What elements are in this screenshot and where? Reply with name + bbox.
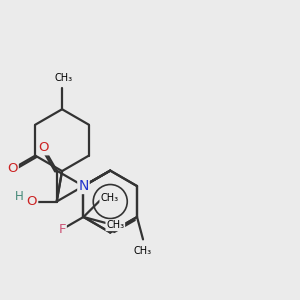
Text: CH₃: CH₃	[55, 73, 73, 83]
Text: O: O	[27, 195, 37, 208]
Text: CH₃: CH₃	[100, 193, 118, 203]
Text: O: O	[38, 141, 49, 154]
Text: O: O	[7, 162, 18, 175]
Text: CH₃: CH₃	[134, 246, 152, 256]
Text: H: H	[15, 190, 24, 203]
Text: CH₃: CH₃	[106, 220, 124, 230]
Text: F: F	[58, 223, 66, 236]
Text: N: N	[78, 179, 89, 193]
